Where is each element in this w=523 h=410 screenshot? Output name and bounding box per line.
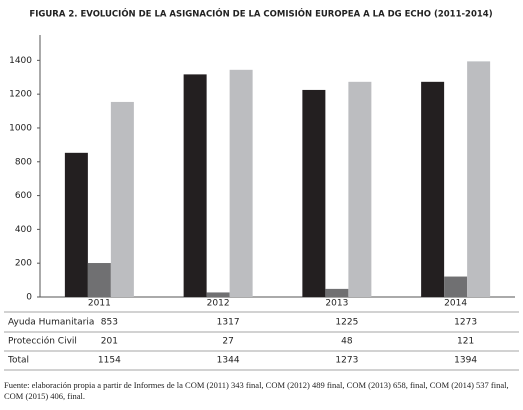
bar <box>87 263 111 297</box>
table-value: 853 <box>101 318 118 328</box>
bar <box>467 61 491 297</box>
table-value: 48 <box>341 337 353 347</box>
y-tick-label: 1400 <box>9 56 32 66</box>
table-value: 1273 <box>335 356 358 366</box>
table-value: 1344 <box>217 356 240 366</box>
row-label: Total <box>7 356 29 366</box>
bar <box>229 69 253 297</box>
y-tick-label: 0 <box>26 293 32 303</box>
x-tick-label: 2012 <box>207 299 230 309</box>
source: Fuente: elaboración propia a partir de I… <box>4 380 509 401</box>
bar <box>444 276 468 297</box>
bar <box>64 152 88 297</box>
table-value: 201 <box>101 337 118 347</box>
bar <box>183 74 207 297</box>
table-value: 121 <box>457 337 474 347</box>
row-label: Protección Civil <box>8 336 77 347</box>
bar <box>206 292 230 297</box>
source-box: Fuente: elaboración propia a partir de I… <box>4 380 509 401</box>
table-value: 1273 <box>454 318 477 328</box>
x-tick-label: 2013 <box>325 299 348 309</box>
bar <box>325 288 349 297</box>
y-tick-label: 400 <box>15 225 32 235</box>
bar <box>421 81 445 298</box>
x-tick-label: 2014 <box>444 299 467 309</box>
y-tick-label: 1000 <box>9 123 32 133</box>
table-value: 1394 <box>454 356 477 366</box>
table-value: 1225 <box>335 318 358 328</box>
table-value: 1317 <box>217 318 240 328</box>
bar <box>302 89 326 297</box>
bar <box>348 81 372 298</box>
y-tick-label: 200 <box>15 259 32 269</box>
y-tick-label: 800 <box>15 157 32 167</box>
chart-title: FIGURA 2. EVOLUCIÓN DE LA ASIGNACIÓN DE … <box>29 8 492 20</box>
bar <box>110 101 134 298</box>
y-tick-label: 1200 <box>9 90 32 100</box>
row-label: Ayuda Humanitaria <box>8 318 94 328</box>
table-value: 27 <box>222 337 233 347</box>
y-tick-label: 600 <box>15 191 32 201</box>
x-tick-label: 2011 <box>88 299 111 309</box>
table-value: 1154 <box>98 356 121 366</box>
